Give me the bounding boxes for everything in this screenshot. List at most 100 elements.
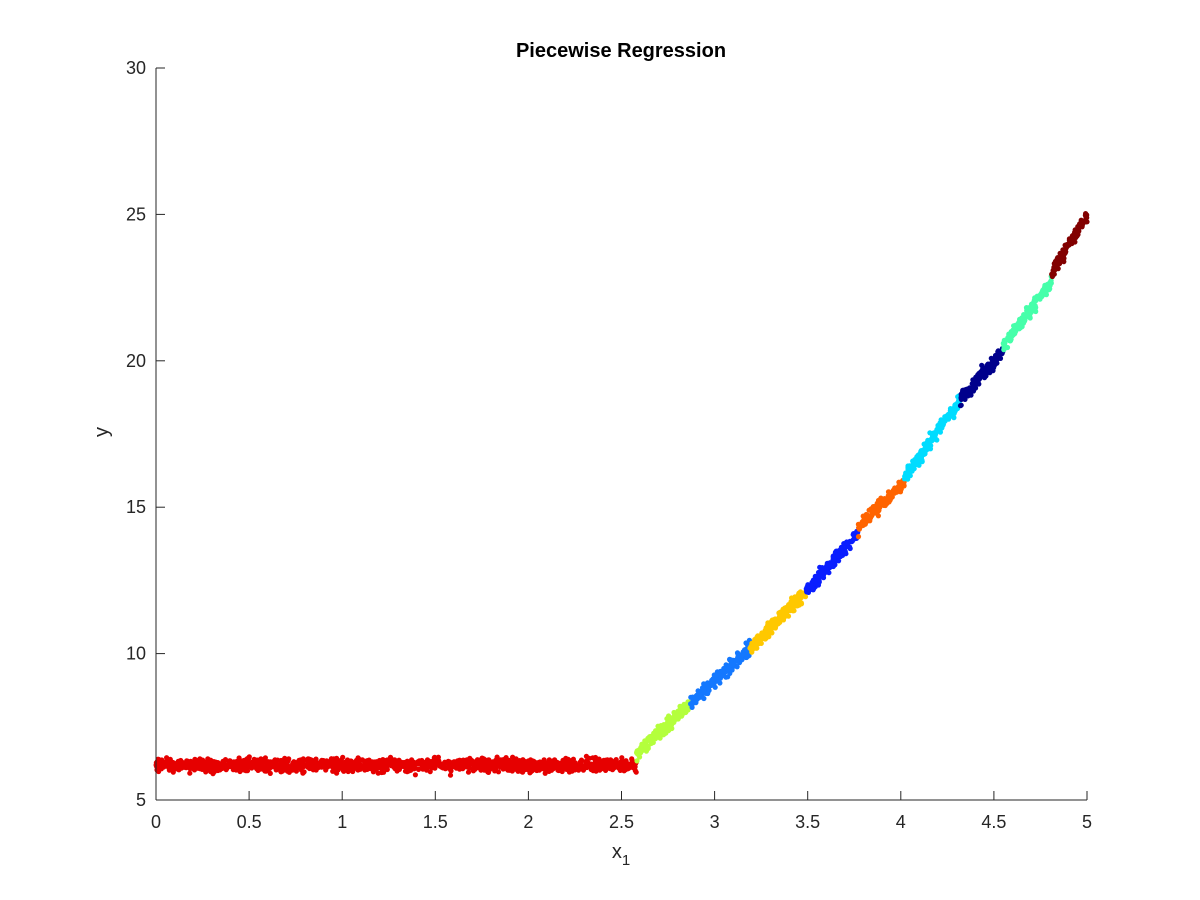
data-point [1041,285,1047,291]
data-point [979,362,985,368]
data-point [156,768,162,775]
data-point [332,764,338,770]
data-point [472,760,479,767]
data-point [375,770,381,776]
data-point [397,764,404,770]
data-point [342,759,348,766]
data-point [534,767,540,774]
data-point [171,762,177,768]
data-point [938,424,945,430]
data-point [666,715,672,722]
data-point [257,766,263,772]
data-point [187,770,193,776]
data-point [949,412,956,419]
data-point [876,507,882,513]
y-tick-label: 15 [126,497,146,517]
y-tick-label: 30 [126,58,146,78]
data-point [958,402,964,408]
data-point [695,688,701,694]
data-point [199,761,205,767]
data-point [861,517,867,523]
data-point [515,759,521,765]
data-point [618,766,625,773]
data-point [215,764,221,771]
data-point [788,599,794,605]
data-point [1028,309,1034,315]
data-point [1071,232,1077,238]
data-point [1009,329,1016,335]
data-point [384,761,390,767]
data-point [1011,323,1017,329]
data-point [779,613,785,619]
data-point [518,764,525,770]
data-point [438,761,445,767]
data-point [546,768,552,775]
data-point [1079,220,1085,226]
data-point [919,459,925,465]
data-point [272,757,278,763]
x-axis-label: x1 [612,841,630,869]
data-point [273,767,279,773]
data-point [593,756,599,763]
data-point [918,449,924,455]
data-point [765,622,771,628]
data-point [224,763,230,769]
data-point [166,767,172,773]
data-point [1072,227,1078,233]
data-point [899,480,905,486]
data-point [390,764,397,770]
data-point [865,514,871,521]
data-point [485,765,491,772]
data-point [374,765,380,771]
x-tick-label: 3 [710,812,720,832]
data-point [794,595,800,601]
data-point [609,763,615,769]
data-point [819,571,826,577]
data-point [479,763,485,769]
data-point [1001,346,1007,352]
data-point [1024,311,1030,318]
data-point [1067,236,1073,242]
data-point [244,756,250,762]
series-4 [747,589,809,655]
x-tick-label: 0.5 [237,812,262,832]
data-point [1054,256,1060,262]
data-point [884,500,890,506]
data-point [629,758,635,764]
x-axis-label-main: x [612,841,622,863]
series-9 [1000,273,1054,353]
x-tick-label: 0 [151,812,161,832]
data-point [1016,320,1022,326]
data-point [934,437,940,443]
data-point [769,625,776,631]
x-tick-label: 2 [523,812,533,832]
data-point [668,722,675,728]
data-point [704,681,710,687]
data-point [709,682,715,688]
data-point [404,769,410,775]
data-point [493,757,499,764]
data-point [237,768,243,775]
data-point [981,375,988,381]
x-tick-label: 1.5 [423,812,448,832]
data-point [630,762,637,768]
data-point [267,770,273,777]
data-point [1046,281,1053,287]
data-point [1005,336,1011,342]
data-point [976,377,982,383]
data-point [526,764,532,770]
data-point [284,764,290,770]
data-point [979,368,985,374]
data-point [363,766,369,772]
data-point [748,647,755,653]
data-point [947,408,954,414]
data-point [804,584,810,590]
data-point [345,767,351,773]
data-point [478,767,484,773]
data-point [592,761,599,767]
data-point [495,769,502,775]
data-point [184,762,190,769]
data-point [725,666,731,672]
data-point [600,764,606,770]
